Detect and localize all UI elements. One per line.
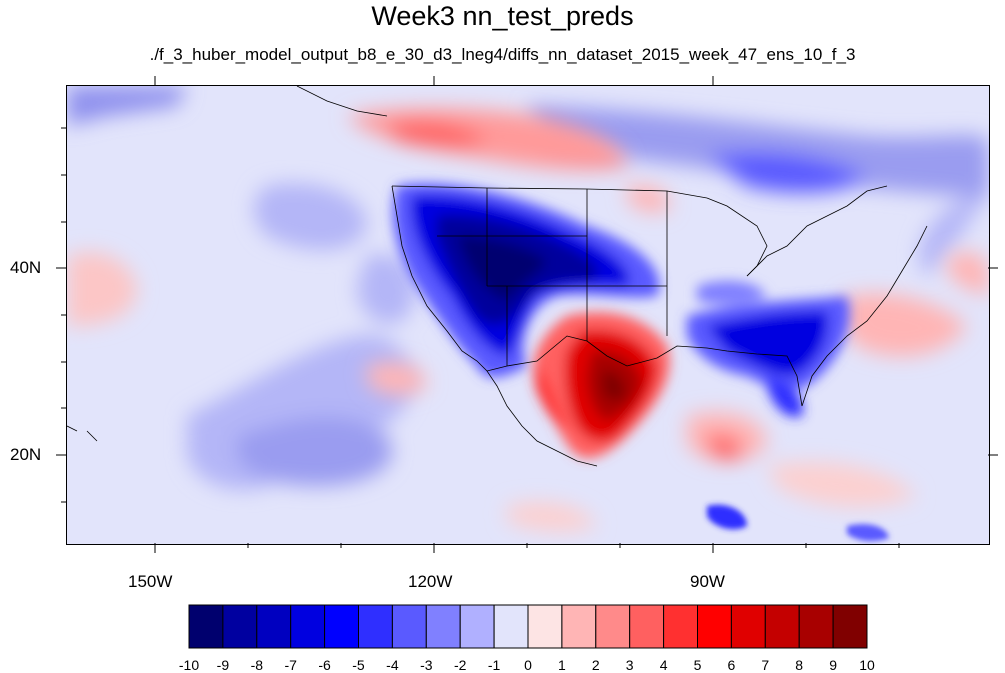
colorbar-box: [493, 604, 529, 649]
colorbar-tick-label: -6: [318, 657, 331, 673]
western-us-negative: [393, 183, 660, 378]
colorbar-tick-label: -8: [250, 657, 264, 673]
colorbar-tick-label: -3: [420, 657, 433, 673]
colorbar-box: [188, 604, 224, 649]
colorbar-tick-label: 0: [524, 657, 532, 673]
positive-anomalies: [67, 108, 989, 532]
colorbar-box: [798, 604, 834, 649]
colorbar-box: [425, 604, 461, 649]
southeast-negative: [687, 280, 850, 417]
colorbar-box: [256, 604, 292, 649]
colorbar-box: [290, 604, 326, 649]
lon-label-90w: 90W: [690, 572, 725, 591]
caribbean-negative: [707, 504, 889, 542]
colorbar-tick-label: -5: [352, 657, 365, 673]
lon-label-150w: 150W: [128, 572, 173, 591]
pacific-negative-anomalies: [67, 86, 989, 490]
colorbar-tick-label: -9: [216, 657, 230, 673]
texas-mexico-positive: [533, 312, 670, 459]
colorbar-tick-label: -4: [386, 657, 399, 673]
colorbar-box: [697, 604, 732, 649]
colorbar-tick-label: 7: [761, 657, 770, 673]
colorbar-box: [663, 604, 699, 649]
colorbar-box: [595, 604, 631, 649]
colorbar-box: [527, 604, 563, 649]
colorbar-labels: -10 -9 -8 -7 -6 -5 -4 -3 -2 -1 0 1 2 3 4 5 6 7 8 9 10: [0, 652, 1005, 673]
colorbar-tick-label: -1: [487, 657, 501, 673]
colorbar-box: [358, 604, 393, 649]
colorbar-tick-label: 2: [591, 657, 600, 673]
colorbar-tick-label: 4: [659, 657, 668, 673]
colorbar-tick-label: 1: [557, 657, 566, 673]
colorbar-tick-label: 5: [693, 657, 702, 673]
colorbar-tick-label: -7: [284, 657, 297, 673]
colorbar-tick-label: 6: [727, 657, 736, 673]
chart-subtitle: ./f_3_huber_model_output_b8_e_30_d3_lneg…: [149, 45, 856, 64]
lat-label-40n: 40N: [10, 258, 42, 277]
chart-title: Week3 nn_test_preds: [371, 1, 634, 31]
colorbar-box: [764, 604, 800, 649]
lon-label-120w: 120W: [408, 572, 453, 591]
geographic-outlines: [67, 86, 928, 467]
colorbar-box: [222, 604, 258, 649]
colorbar-box: [561, 604, 597, 649]
colorbar-tick-label: 8: [795, 657, 804, 673]
colorbar: [188, 604, 868, 649]
lat-label-20n: 20N: [10, 445, 42, 464]
colorbar-tick-label: 10: [859, 657, 875, 673]
colorbar-box: [629, 604, 665, 649]
colorbar-box: [730, 604, 766, 649]
heatmap-svg: [67, 86, 989, 544]
colorbar-tick-label: 9: [829, 657, 837, 673]
colorbar-tick-label: -10: [178, 657, 200, 673]
colorbar-box: [324, 604, 360, 649]
map-plot-area: [66, 85, 990, 545]
colorbar-box: [459, 604, 495, 649]
colorbar-tick-label: 3: [625, 657, 634, 673]
colorbar-tick-label: -2: [453, 657, 467, 673]
colorbar-box: [391, 604, 427, 649]
colorbar-box: [832, 604, 868, 649]
